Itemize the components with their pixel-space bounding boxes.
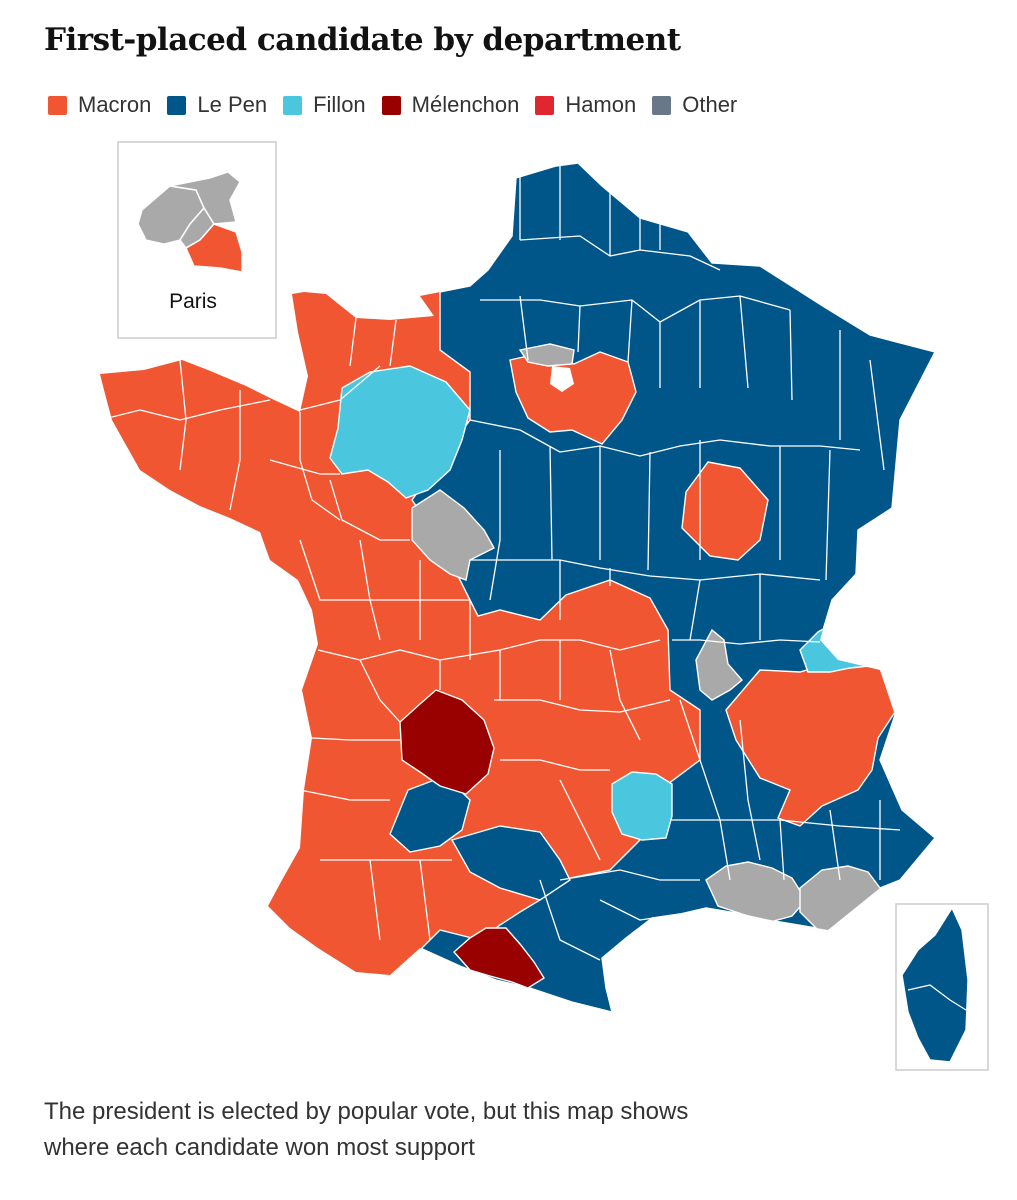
other-swatch-icon	[652, 95, 672, 115]
paris-inset	[137, 171, 243, 273]
legend-label: Mélenchon	[411, 92, 520, 117]
iledefrance-macron	[509, 351, 637, 445]
rhone-other	[695, 628, 743, 701]
corsica	[901, 906, 969, 1063]
fillon-west-region	[329, 365, 471, 499]
map-caption: The president is elected by popular vote…	[44, 1098, 689, 1161]
legend-item-macron: Macron	[48, 92, 151, 118]
lepen-swatch-icon	[167, 95, 187, 115]
legend-item-lepen: Le Pen	[167, 92, 267, 118]
map-title: First-placed candidate by department	[44, 22, 681, 58]
paris-inset-borders	[169, 185, 237, 249]
legend-label: Other	[682, 92, 738, 117]
legend: Macron Le Pen Fillon Mélenchon Hamon Oth…	[48, 92, 753, 118]
petite-couronne-spot	[550, 366, 574, 392]
corsica-frame	[895, 903, 989, 1071]
fillon-cantal	[611, 771, 673, 841]
dordogne-melenchon	[399, 689, 495, 795]
paris-other	[518, 343, 575, 367]
paris-inset-label: Paris	[169, 290, 217, 313]
legend-label: Hamon	[565, 92, 637, 117]
legend-label: Macron	[78, 92, 152, 117]
legend-item-fillon: Fillon	[283, 92, 366, 118]
legend-label: Fillon	[313, 92, 366, 117]
legend-item-melenchon: Mélenchon	[381, 92, 520, 118]
department-borders	[100, 163, 901, 961]
legend-label: Le Pen	[197, 92, 268, 117]
legend-item-other: Other	[652, 92, 737, 118]
ariege-melenchon	[453, 927, 545, 989]
cotedor-macron	[681, 461, 769, 561]
macron-swatch-icon	[48, 95, 67, 115]
fillon-swatch-icon	[283, 95, 303, 115]
hamon-swatch-icon	[535, 95, 555, 115]
corsica-border	[907, 984, 967, 1011]
legend-item-hamon: Hamon	[535, 92, 636, 118]
corsica-lepen	[901, 906, 969, 1063]
melenchon-swatch-icon	[381, 95, 401, 115]
